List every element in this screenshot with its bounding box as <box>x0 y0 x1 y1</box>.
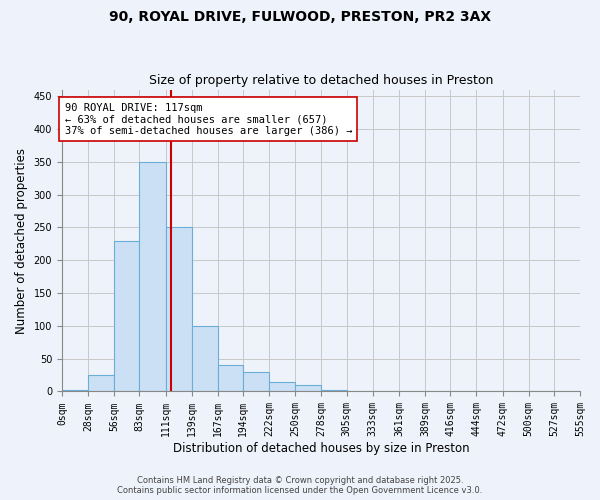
Bar <box>243 372 269 392</box>
Text: 90 ROYAL DRIVE: 117sqm
← 63% of detached houses are smaller (657)
37% of semi-de: 90 ROYAL DRIVE: 117sqm ← 63% of detached… <box>65 102 352 136</box>
Bar <box>139 162 166 392</box>
Bar <box>88 375 114 392</box>
X-axis label: Distribution of detached houses by size in Preston: Distribution of detached houses by size … <box>173 442 469 455</box>
Bar <box>191 326 218 392</box>
Bar <box>347 391 373 392</box>
Bar <box>218 365 243 392</box>
Bar <box>114 240 139 392</box>
Text: 90, ROYAL DRIVE, FULWOOD, PRESTON, PR2 3AX: 90, ROYAL DRIVE, FULWOOD, PRESTON, PR2 3… <box>109 10 491 24</box>
Title: Size of property relative to detached houses in Preston: Size of property relative to detached ho… <box>149 74 493 87</box>
Text: Contains HM Land Registry data © Crown copyright and database right 2025.
Contai: Contains HM Land Registry data © Crown c… <box>118 476 482 495</box>
Bar <box>62 390 88 392</box>
Bar <box>322 390 347 392</box>
Bar <box>166 228 191 392</box>
Bar <box>295 385 322 392</box>
Bar <box>269 382 295 392</box>
Y-axis label: Number of detached properties: Number of detached properties <box>15 148 28 334</box>
Bar <box>373 391 399 392</box>
